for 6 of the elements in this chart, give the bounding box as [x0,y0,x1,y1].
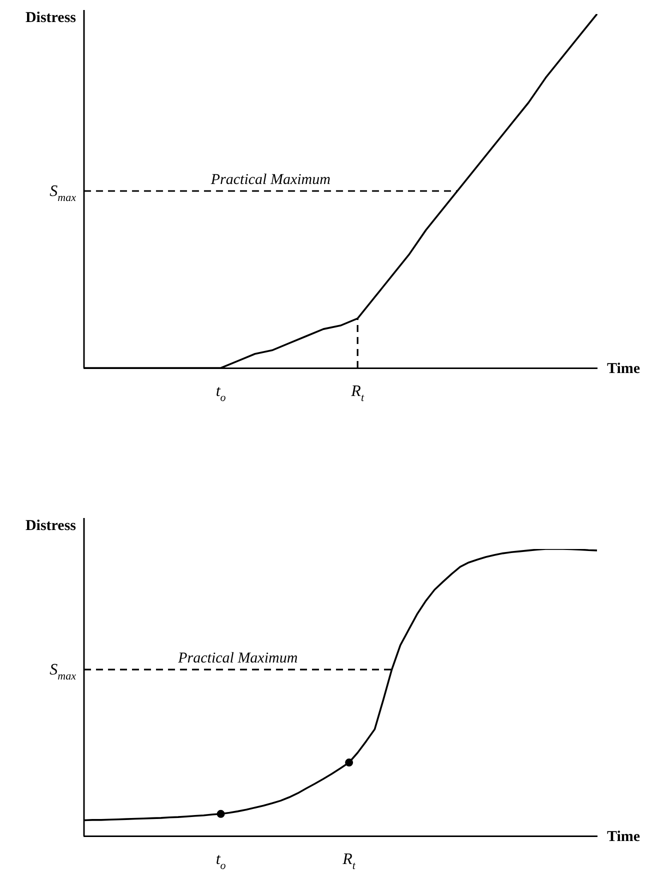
y-axis-title: Distress [25,518,76,534]
x-axis-title: Time [607,829,640,845]
y-axis-title: Distress [25,10,76,26]
annotation: Practical Maximum [177,650,298,667]
annotation: Practical Maximum [210,172,331,188]
x-axis-title: Time [607,361,640,377]
